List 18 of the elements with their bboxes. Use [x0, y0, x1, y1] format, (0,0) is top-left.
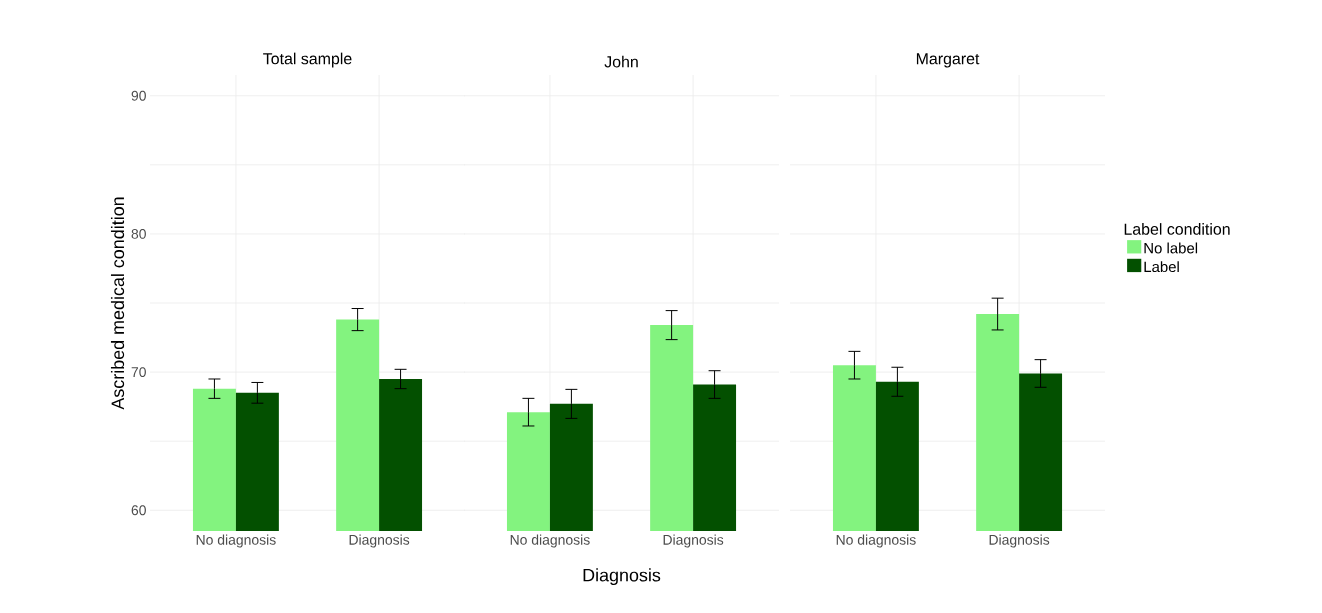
x-tick-label: No diagnosis: [510, 534, 590, 548]
legend-title: Label condition: [1124, 223, 1230, 235]
y-tick-label: 70: [131, 367, 146, 378]
y-tick-label: 80: [131, 228, 146, 239]
legend-label: Label: [1144, 261, 1179, 273]
x-tick-label: No diagnosis: [836, 534, 916, 548]
chart-title: Margaret: [916, 53, 980, 68]
y-tick-label: 60: [131, 505, 146, 516]
x-axis-title: Diagnosis: [583, 568, 661, 586]
chart-title: John: [604, 55, 638, 68]
x-tick-label: Diagnosis: [349, 534, 410, 548]
x-tick-label: Diagnosis: [663, 534, 724, 548]
y-tick-label: 90: [131, 90, 146, 101]
y-axis-title: Ascribed medical condition: [110, 197, 125, 410]
chart-title: Total sample: [263, 52, 352, 68]
legend-label: No label: [1144, 242, 1198, 254]
x-tick-label: No diagnosis: [196, 534, 276, 548]
x-tick-label: Diagnosis: [989, 534, 1050, 548]
